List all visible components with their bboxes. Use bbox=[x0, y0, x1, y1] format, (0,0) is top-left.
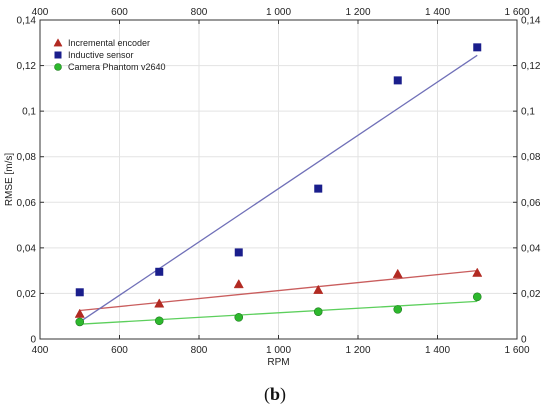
data-point-series-1 bbox=[155, 267, 164, 276]
caption-close: ) bbox=[280, 384, 286, 405]
x-tick-label-bottom: 600 bbox=[111, 345, 128, 356]
caption-open: ( bbox=[264, 384, 270, 405]
y-tick-label-left: 0,08 bbox=[17, 152, 37, 163]
x-tick-label-bottom: 1 200 bbox=[345, 345, 370, 356]
y-tick-label-left: 0,14 bbox=[17, 16, 37, 27]
trendline-series-2 bbox=[79, 300, 478, 325]
legend-label-series-1: Inductive sensor bbox=[68, 50, 134, 60]
legend-marker-series-1 bbox=[54, 51, 62, 59]
data-point-series-1 bbox=[314, 184, 323, 193]
x-tick-label-bottom: 1 400 bbox=[425, 345, 450, 356]
y-tick-label-right: 0,04 bbox=[521, 243, 541, 254]
data-point-series-1 bbox=[393, 76, 402, 85]
trendlines bbox=[79, 54, 478, 325]
x-tick-label-bottom: 1 600 bbox=[504, 345, 529, 356]
caption-letter: b bbox=[270, 384, 280, 404]
data-point-series-1 bbox=[473, 43, 482, 52]
data-point-series-0 bbox=[74, 308, 85, 318]
y-axis-label: RMSE [m/s] bbox=[4, 153, 15, 207]
y-tick-label-right: 0,14 bbox=[521, 16, 541, 27]
x-tick-label-top: 1 000 bbox=[266, 7, 291, 18]
y-tick-label-left: 0,1 bbox=[22, 107, 36, 118]
y-tick-label-left: 0 bbox=[30, 335, 36, 346]
legend-marker-series-0 bbox=[53, 38, 63, 47]
data-point-series-0 bbox=[233, 278, 244, 289]
legend-marker-series-2 bbox=[54, 63, 62, 71]
x-tick-label-top: 1 400 bbox=[425, 7, 450, 18]
data-point-series-2 bbox=[234, 313, 244, 322]
data-point-series-0 bbox=[154, 298, 165, 308]
data-point-series-0 bbox=[392, 268, 403, 278]
trendline-series-0 bbox=[79, 269, 478, 312]
data-point-series-2 bbox=[472, 292, 482, 302]
data-point-series-2 bbox=[75, 317, 85, 327]
legend-label-series-2: Camera Phantom v2640 bbox=[68, 62, 166, 72]
data-point-series-2 bbox=[393, 305, 403, 314]
y-tick-label-right: 0,12 bbox=[521, 61, 541, 72]
axis-ticks: 400 400 600 600 800 800 1 000 1 000 1 200 1 200 1 … bbox=[17, 7, 541, 356]
data-point-series-1 bbox=[75, 288, 84, 297]
x-tick-label-bottom: 400 bbox=[32, 345, 49, 356]
legend-label-series-0: Incremental encoder bbox=[68, 38, 150, 48]
y-tick-label-right: 0 bbox=[521, 335, 527, 346]
x-tick-label-bottom: 800 bbox=[191, 345, 208, 356]
y-tick-label-right: 0,1 bbox=[521, 107, 535, 118]
x-tick-label-bottom: 1 000 bbox=[266, 345, 291, 356]
x-tick-label-top: 1 600 bbox=[504, 7, 529, 18]
y-tick-label-right: 0,08 bbox=[521, 152, 541, 163]
y-tick-label-right: 0,02 bbox=[521, 289, 541, 300]
y-tick-label-right: 0,06 bbox=[521, 198, 541, 209]
figure-caption: (b) bbox=[264, 384, 286, 405]
data-points bbox=[74, 43, 483, 327]
y-tick-label-left: 0,12 bbox=[17, 61, 37, 72]
x-tick-label-top: 800 bbox=[191, 7, 208, 18]
y-tick-label-left: 0,04 bbox=[17, 243, 37, 254]
data-point-series-1 bbox=[234, 248, 243, 257]
data-point-series-2 bbox=[154, 316, 164, 326]
data-point-series-0 bbox=[472, 267, 483, 277]
x-tick-label-top: 400 bbox=[32, 7, 49, 18]
y-tick-label-left: 0,02 bbox=[17, 289, 37, 300]
x-axis-label: RPM bbox=[267, 357, 289, 368]
data-point-series-2 bbox=[313, 307, 323, 316]
data-point-series-0 bbox=[313, 284, 324, 294]
grid bbox=[40, 20, 517, 339]
y-tick-label-left: 0,06 bbox=[17, 198, 37, 209]
x-tick-label-top: 1 200 bbox=[345, 7, 370, 18]
trendline-series-1 bbox=[79, 54, 478, 323]
legend: Incremental encoder Inductive sensor Camer… bbox=[53, 38, 166, 72]
x-tick-label-top: 600 bbox=[111, 7, 128, 18]
